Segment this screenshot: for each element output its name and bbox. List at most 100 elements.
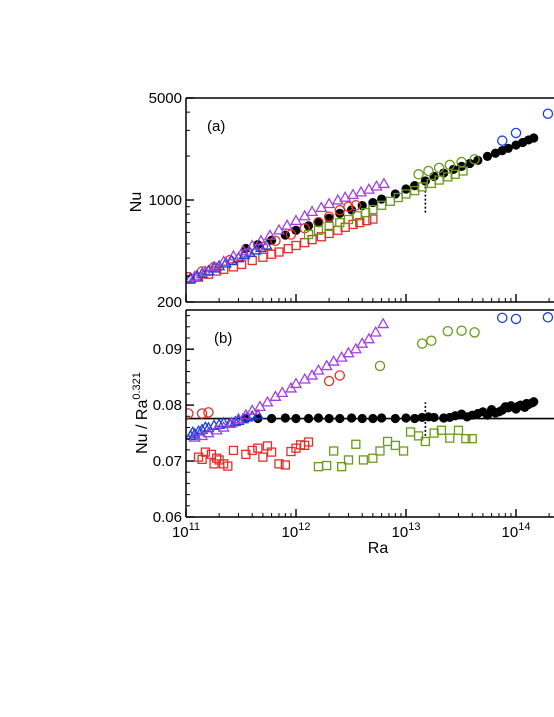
panel-a-series-6-point <box>401 189 411 199</box>
panel-b-y-axis-title: Nu / Ra0.321 <box>131 372 151 454</box>
panel-b-series-6-point <box>351 439 361 449</box>
panel-a-series-0-point <box>529 133 539 143</box>
panel-a-series-7-point <box>542 108 554 119</box>
x-tick-base: 10 <box>282 524 299 541</box>
panel-b-series-0-point <box>357 413 367 424</box>
panel-a-series-4-point <box>246 239 259 250</box>
x-tick-base: 10 <box>502 524 519 541</box>
panel-a-series-0-point <box>313 217 324 227</box>
panel-a-series-0-point <box>401 184 411 194</box>
panel-b-series-4-point <box>369 325 382 337</box>
panel-a-series-4-point <box>227 249 240 261</box>
panel-a-series-4-point <box>370 179 383 191</box>
x-tick-exponent: 13 <box>408 521 420 533</box>
panel-b-series-0-point <box>368 413 378 424</box>
panel-b-series-2-point <box>197 454 207 465</box>
panel-b-series-4-point <box>362 332 376 344</box>
panel-b-y-axis-title-base: Nu / Ra <box>134 400 151 454</box>
panel-b-y-ticks: 0.06 0.07 0.08 0.09 <box>153 315 194 526</box>
panel-b-y-tick-label: 0.06 <box>153 509 182 526</box>
panel-a-y-tick-label: 200 <box>157 294 182 311</box>
panel-a-series-6-point <box>434 175 444 185</box>
panel-b-series-4-point <box>188 431 201 442</box>
panel-a-series-4-point <box>362 182 376 194</box>
panel-b-series-7-point <box>542 312 554 323</box>
panel-a-y-tick-label: 1000 <box>149 192 182 209</box>
panel-a-series-6-point <box>368 204 378 215</box>
panel-a-series-5-point <box>423 165 434 177</box>
panel-b-series-5-point <box>442 326 454 337</box>
panel-a-series-1-point <box>323 211 335 222</box>
panel-b-series-6-point <box>358 455 369 465</box>
panel-b-series-2-point <box>223 461 233 471</box>
panel-a-series-5-point <box>469 154 480 165</box>
panel-b-series-1-point <box>186 408 194 419</box>
panel-a-series-4-point <box>207 260 221 272</box>
panel-b-series-4-point <box>327 354 340 366</box>
panel-b-series-0-point <box>324 413 334 424</box>
panel-b-series-5-point <box>469 327 480 338</box>
panel-b-series-6-point <box>322 460 332 471</box>
panel-b-series-1-point <box>196 408 208 419</box>
panel-b-series-0-point <box>291 413 301 424</box>
panel-a-x-ticks <box>185 294 550 302</box>
panel-b-series-0-point <box>303 413 314 424</box>
panel-a-series-0-point <box>473 155 483 165</box>
panel-b-series-2-point <box>200 447 211 457</box>
panel-a-series-2-point <box>283 244 293 254</box>
panel-a-series-4-point <box>346 188 360 200</box>
panel-a-series-0-point <box>410 181 420 191</box>
panel-b-series-2-point <box>228 445 239 456</box>
panel-a-series-2-point <box>274 247 284 257</box>
panel-b-series-6-point <box>390 440 400 451</box>
panel-b-series-0-point <box>410 413 420 424</box>
panel-a-series-4-point <box>263 229 277 240</box>
panel-b-series-0-point <box>346 413 357 423</box>
panel-a-series-1-point <box>350 200 362 211</box>
panel-a-series-4-point <box>280 219 294 230</box>
panel-a-series-4-point <box>254 234 268 246</box>
panel-a-series-2-point <box>368 214 378 224</box>
panel-b-series-2-point <box>274 459 284 469</box>
panel-b-series-2-point <box>258 452 268 462</box>
panel-b-series-5-point <box>426 335 437 347</box>
panel-b-series-6-point <box>343 455 354 465</box>
panel-a-series-6-point <box>417 182 427 192</box>
panel-b-series-6-point <box>382 436 393 447</box>
panel-a-series-4-point <box>199 265 212 277</box>
panel-a-series-7-point <box>497 135 508 146</box>
panel-a-series-4-point <box>289 214 303 226</box>
panel-b-series-2-point <box>303 437 314 447</box>
panel-a-series-6-point <box>313 225 324 235</box>
panel-b-series-7-point <box>510 313 522 325</box>
panel-b-series-5-point <box>416 338 428 349</box>
panel-a-series-0-point <box>368 197 378 208</box>
panel-b-series-6-point <box>398 446 409 456</box>
panel-a-series-1-point <box>334 205 346 216</box>
x-tick-base: 10 <box>392 524 409 541</box>
panel-b-series-2-point <box>253 443 263 453</box>
panel-b-series-3-point <box>217 416 230 428</box>
panel-b-series-0-point <box>266 413 277 424</box>
panel-a-series-6-point <box>324 221 334 231</box>
x-tick-exponent: 11 <box>189 521 200 533</box>
panel-b-series-6-point <box>453 425 464 435</box>
panel-b-series-6-point <box>368 453 378 463</box>
x-tick-exponent: 12 <box>298 521 310 533</box>
panel-a-series-1-point <box>343 201 354 212</box>
panel-b-series-6-point <box>329 446 339 456</box>
panel-a-series-1-point <box>270 235 281 247</box>
panel-a-series-4-point <box>188 270 201 281</box>
panel-b-series-4-point <box>377 317 390 329</box>
panel-b-series-2-point <box>280 460 290 470</box>
panel-a-series-5-point <box>444 159 456 171</box>
panel-b-series-6-point <box>436 425 447 435</box>
panel-a-series-6-point <box>343 214 354 225</box>
x-tick-exponent: 14 <box>518 521 530 533</box>
panel-b-series-4-point <box>202 426 215 438</box>
panel-a-y-tick-label: 5000 <box>149 90 182 107</box>
panel-b-series-6-point <box>461 434 471 444</box>
panel-b-series-2-point <box>247 445 257 456</box>
panel-a-series-2-point <box>355 217 365 228</box>
panel-a-series-0-point <box>376 194 387 204</box>
